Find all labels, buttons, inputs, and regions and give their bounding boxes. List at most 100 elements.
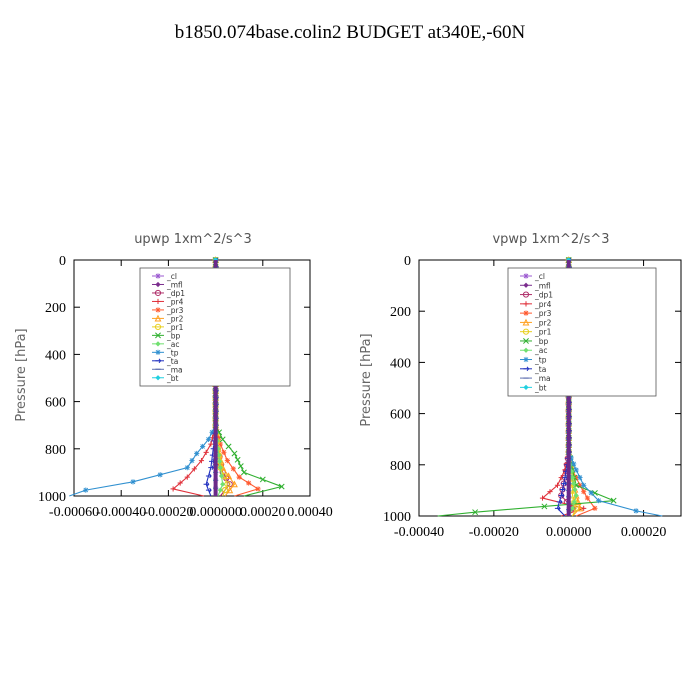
legend-item: _pr1 (152, 323, 184, 332)
data-point (240, 469, 247, 476)
x-tick-label: 0.00040 (287, 505, 333, 520)
x-tick-label: 0.00020 (621, 525, 667, 540)
data-point (189, 458, 195, 464)
legend-item: _pr2 (520, 318, 552, 327)
data-point (205, 487, 212, 493)
legend-box (139, 267, 291, 387)
legend-item: _ta (520, 365, 546, 374)
legend-label: _pr1 (534, 328, 552, 337)
legend-label: _bt (166, 374, 179, 383)
legend-item: _pr1 (520, 328, 552, 337)
legend-marker (155, 298, 161, 305)
legend-box (507, 267, 657, 397)
legend-marker (154, 314, 162, 322)
data-point (217, 441, 223, 447)
legend-item: _pr2 (152, 314, 184, 323)
legend-item: _tp (520, 356, 547, 365)
data-point (217, 487, 223, 493)
legend-item: _pr3 (520, 309, 552, 318)
legend-label: _ma (534, 374, 551, 383)
data-point (203, 481, 210, 487)
data-point (255, 486, 261, 492)
legend: _cl_mfl_dp1_pr4_pr3_pr2_pr1_bp_ac_tp_ta_… (139, 267, 291, 387)
data-point (208, 441, 214, 447)
legend-item: _cl (520, 272, 545, 281)
x-tick-label: 0.00020 (240, 505, 286, 520)
data-point (596, 498, 602, 504)
x-tick-label: -0.00020 (143, 505, 193, 520)
x-tick-label: -0.00060 (49, 505, 99, 520)
legend-marker (154, 289, 162, 297)
data-point (568, 455, 574, 461)
y-tick-label: 0 (404, 254, 411, 269)
data-point (610, 497, 617, 504)
legend-label: _pr2 (534, 318, 552, 327)
y-tick-label: 200 (390, 305, 411, 320)
legend-marker (523, 347, 529, 353)
legend-item: _pr4 (520, 300, 552, 309)
legend-label: _tp (166, 348, 179, 357)
data-point (225, 443, 232, 450)
data-point (217, 465, 223, 471)
legend-label: _bt (534, 383, 547, 392)
legend-marker (522, 291, 530, 298)
y-tick-label: 400 (390, 356, 411, 371)
legend-marker (523, 366, 530, 372)
data-point (130, 479, 136, 485)
data-point (581, 482, 587, 488)
data-point (237, 463, 244, 470)
legend-marker (523, 301, 529, 307)
data-point (157, 472, 163, 478)
y-tick-label: 0 (59, 254, 66, 269)
data-point (547, 489, 553, 495)
legend-label: _ac (534, 346, 547, 355)
legend-item: _ac (520, 346, 547, 355)
data-point (556, 499, 563, 505)
data-point (220, 481, 226, 487)
y-axis-label: Pressure [hPa] (14, 328, 29, 421)
data-point (573, 467, 579, 473)
legend-item: _dp1 (152, 289, 185, 298)
y-axis-label: Pressure [hPa] (359, 333, 374, 426)
data-point (234, 456, 241, 463)
legend-label: _bp (166, 331, 181, 340)
chart-title: upwp 1xm^2/s^3 (134, 232, 252, 247)
data-point (191, 466, 197, 472)
legend-item: _ma (152, 365, 183, 374)
legend-item: _ta (152, 357, 178, 366)
legend-label: _cl (534, 272, 545, 281)
data-point (231, 450, 238, 457)
legend-item: _pr4 (152, 297, 184, 306)
y-tick-label: 800 (390, 459, 411, 474)
legend-item: _tp (152, 348, 179, 357)
legend-label: _pr2 (166, 314, 184, 323)
data-point (177, 480, 183, 486)
data-point (592, 505, 598, 511)
data-point (259, 476, 266, 483)
legend-label: _tp (534, 356, 547, 365)
data-point (198, 458, 205, 464)
data-point (170, 486, 176, 492)
y-tick-label: 1000 (38, 490, 66, 505)
data-point (577, 475, 583, 481)
x-tick-label: 0.000000 (189, 505, 242, 520)
data-point (208, 465, 215, 470)
x-tick-label: 0.00000 (546, 525, 592, 540)
data-point (230, 466, 236, 472)
data-point (218, 473, 225, 479)
legend-item: _bp (152, 331, 181, 340)
data-point (573, 475, 579, 481)
y-tick-label: 400 (45, 348, 66, 363)
upwp-chart: upwp 1xm^2/s^3 Pressure [hPa] -0.00060 -0… (14, 232, 333, 520)
legend-marker (155, 332, 161, 339)
data-point (541, 503, 548, 510)
legend-item: _cl (152, 272, 177, 281)
data-point (559, 487, 566, 492)
legend-label: _ma (166, 365, 183, 374)
data-point (225, 472, 232, 480)
data-point (226, 486, 234, 494)
legend-label: _ta (166, 357, 178, 366)
legend-marker (155, 307, 161, 313)
legend-item: _bt (152, 374, 179, 383)
x-tick-label: -0.00040 (394, 525, 444, 540)
